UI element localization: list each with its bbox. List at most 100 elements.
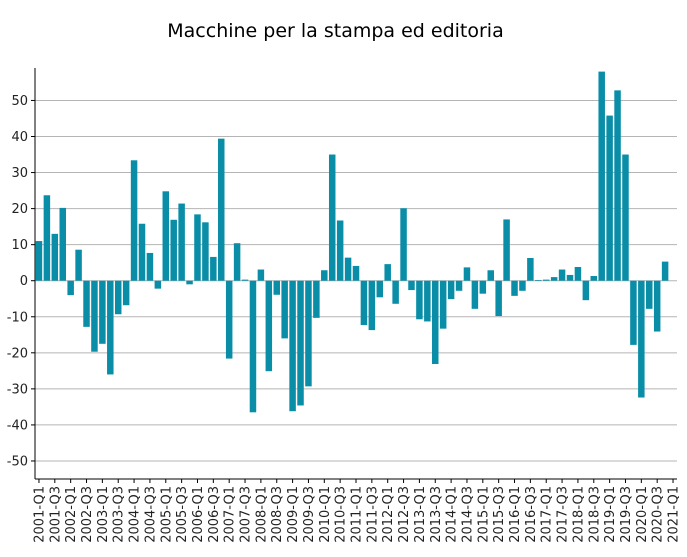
- bar-2011-Q2: [360, 280, 368, 326]
- bar-2014-Q2: [455, 280, 463, 291]
- bar-2018-Q3: [590, 276, 598, 281]
- bar-2013-Q3: [432, 280, 439, 364]
- bar-2001-Q3: [51, 233, 59, 281]
- bar-2010-Q1: [321, 270, 328, 281]
- bar-2003-Q1: [99, 280, 106, 344]
- bar-2006-Q1: [194, 214, 201, 281]
- x-tick-label: 2018-Q1: [571, 486, 586, 543]
- y-tick-label: 40: [11, 130, 28, 145]
- chart-title: Macchine per la stampa ed editoria: [167, 20, 504, 42]
- y-tick-labels: -50 -40 -30 -20 -10 0 10 20 30 40 50: [7, 94, 35, 469]
- x-tick-label: 2010-Q3: [334, 486, 349, 543]
- bar-2004-Q3: [146, 252, 154, 281]
- x-tick-label: 2021-Q1: [667, 486, 682, 543]
- bar-2011-Q1: [352, 265, 360, 281]
- bar-2004-Q1: [130, 160, 138, 281]
- x-tick-label: 2017-Q3: [556, 486, 571, 543]
- x-tick-label: 2007-Q1: [223, 486, 238, 543]
- bar-2012-Q3: [400, 208, 407, 281]
- x-tick-label: 2010-Q1: [318, 486, 333, 543]
- bar-2003-Q2: [107, 280, 114, 375]
- x-tick-label: 2002-Q1: [64, 486, 79, 543]
- bar-2020-Q4: [661, 261, 669, 281]
- x-tick-label: 2015-Q3: [492, 486, 507, 543]
- bar-2001-Q2: [43, 195, 51, 281]
- y-tick-label: 10: [11, 238, 28, 253]
- x-tick-label: 2012-Q3: [397, 486, 412, 543]
- bar-2004-Q2: [138, 223, 146, 281]
- bar-2017-Q4: [566, 274, 574, 281]
- bar-2002-Q4: [91, 280, 98, 352]
- bar-2004-Q4: [154, 280, 162, 289]
- y-tick-label: 50: [11, 94, 28, 109]
- bar-2016-Q2: [519, 280, 526, 291]
- x-tick-label: 2014-Q1: [445, 486, 460, 543]
- bar-2015-Q3: [495, 280, 502, 317]
- y-tick-label: 0: [20, 274, 28, 289]
- x-tick-label: 2007-Q3: [239, 486, 254, 543]
- bar-2016-Q4: [535, 279, 542, 281]
- x-tick-label: 2011-Q3: [365, 486, 380, 543]
- x-tick-label: 2005-Q3: [175, 486, 190, 543]
- x-tick-label: 2005-Q1: [159, 486, 174, 543]
- x-tick-label: 2009-Q3: [302, 486, 317, 543]
- bar-2020-Q3: [653, 280, 661, 332]
- bar-2005-Q2: [170, 219, 177, 281]
- bar-2016-Q3: [527, 257, 534, 281]
- bar-2009-Q1: [289, 280, 296, 412]
- bar-2006-Q2: [202, 222, 209, 281]
- bar-2015-Q1: [479, 280, 487, 294]
- bar-2011-Q3: [368, 280, 376, 331]
- x-tick-label: 2012-Q1: [381, 486, 396, 543]
- x-tick-label: 2016-Q3: [524, 486, 539, 543]
- x-tick-label: 2009-Q1: [286, 486, 301, 543]
- bar-2015-Q4: [503, 219, 510, 281]
- bar-2020-Q2: [646, 280, 653, 309]
- bar-2008-Q2: [265, 280, 273, 372]
- bar-2010-Q4: [344, 257, 352, 281]
- y-tick-label: -50: [7, 454, 28, 469]
- bar-2020-Q1: [638, 280, 645, 398]
- x-tick-label: 2017-Q1: [540, 486, 555, 543]
- bar-2019-Q3: [622, 154, 629, 281]
- bar-2017-Q3: [558, 269, 566, 281]
- bar-2010-Q3: [336, 220, 344, 281]
- x-tick-label: 2019-Q1: [603, 486, 618, 543]
- x-tick-label: 2001-Q3: [48, 486, 63, 543]
- bar-2018-Q2: [582, 280, 590, 301]
- bar-2002-Q1: [67, 280, 74, 296]
- x-tick-label: 2004-Q3: [143, 486, 158, 543]
- bar-2012-Q1: [384, 264, 391, 281]
- x-tick-label: 2016-Q1: [508, 486, 523, 543]
- x-tick-label: 2019-Q3: [619, 486, 634, 543]
- bar-2014-Q4: [471, 280, 479, 309]
- bar-2005-Q4: [186, 280, 193, 285]
- x-tick-label: 2014-Q3: [460, 486, 475, 543]
- bar-2001-Q1: [35, 241, 43, 281]
- bar-2013-Q1: [416, 280, 423, 320]
- bar-2009-Q3: [305, 280, 312, 387]
- bar-2005-Q1: [162, 191, 170, 281]
- bar-2003-Q3: [114, 280, 122, 315]
- bar-2013-Q4: [439, 280, 447, 329]
- y-tick-label: -10: [7, 310, 28, 325]
- bar-2011-Q4: [376, 280, 384, 298]
- x-tick-label: 2002-Q3: [80, 486, 95, 543]
- bar-2015-Q2: [487, 270, 494, 281]
- bar-2008-Q3: [273, 280, 280, 295]
- x-tick-label: 2003-Q3: [112, 486, 127, 543]
- bar-2007-Q2: [233, 243, 241, 281]
- bar-2009-Q4: [313, 280, 320, 318]
- bar-2005-Q3: [178, 203, 185, 281]
- x-tick-label: 2006-Q3: [207, 486, 222, 543]
- x-tick-label: 2013-Q1: [413, 486, 428, 543]
- bar-2006-Q3: [210, 256, 217, 281]
- bar-2017-Q1: [542, 279, 550, 281]
- bar-2002-Q2: [75, 249, 82, 281]
- x-tick-label: 2011-Q1: [350, 486, 365, 543]
- y-tick-label: -30: [7, 382, 28, 397]
- x-tick-label: 2006-Q1: [191, 486, 206, 543]
- bar-2010-Q2: [328, 154, 336, 281]
- bar-2008-Q4: [281, 280, 288, 339]
